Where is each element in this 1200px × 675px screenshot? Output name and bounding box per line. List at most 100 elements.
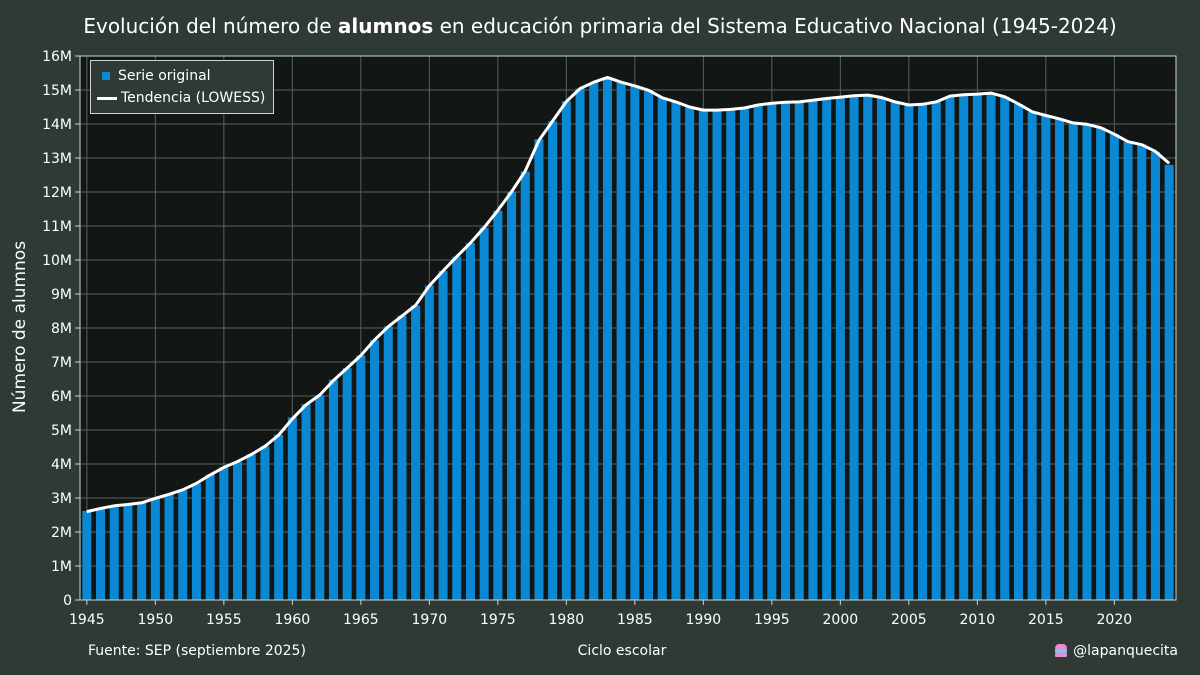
x-tick-label: 1990 xyxy=(686,612,722,628)
x-tick-label: 1955 xyxy=(206,612,242,628)
bar xyxy=(671,101,681,601)
bar xyxy=(109,505,119,600)
bar xyxy=(452,256,462,600)
bar xyxy=(959,95,969,600)
bar xyxy=(1013,103,1023,600)
x-tick-label: 1995 xyxy=(754,612,790,628)
bar xyxy=(1000,96,1010,601)
bar xyxy=(96,508,106,600)
bar xyxy=(1027,112,1037,600)
bar xyxy=(1109,134,1119,600)
bar xyxy=(1137,144,1147,600)
bar xyxy=(1068,122,1078,600)
x-tick-label: 2015 xyxy=(1028,612,1064,628)
bar xyxy=(657,97,667,600)
bar xyxy=(150,498,160,600)
bar xyxy=(794,101,804,601)
bar xyxy=(438,270,448,600)
bar xyxy=(424,285,434,600)
bar xyxy=(479,227,489,600)
legend-line-swatch xyxy=(97,96,117,100)
bar xyxy=(287,417,297,600)
bar xyxy=(726,109,736,600)
bar xyxy=(301,404,311,600)
bar xyxy=(1082,124,1092,600)
y-tick-label: 3M xyxy=(51,491,72,507)
bar xyxy=(383,326,393,600)
legend-entry-trend: Tendencia (LOWESS) xyxy=(97,89,265,107)
x-tick-label: 1975 xyxy=(480,612,516,628)
bar xyxy=(808,100,818,600)
bar xyxy=(493,210,503,600)
y-tick-label: 10M xyxy=(42,253,72,269)
y-tick-label: 2M xyxy=(51,525,72,541)
x-axis: 1945 1950 1955 1960 1965 1970 1975 1980 1985 1990… xyxy=(69,600,1132,628)
x-tick-label: 2005 xyxy=(891,612,927,628)
bar xyxy=(972,93,982,601)
bar xyxy=(342,368,352,600)
bar xyxy=(507,192,517,600)
trend-line xyxy=(86,75,1171,514)
author-handle: @lapanquecita xyxy=(1055,643,1178,659)
bar xyxy=(849,96,859,601)
bar xyxy=(986,93,996,600)
y-tick-label: 11M xyxy=(42,219,72,235)
x-tick-label: 2020 xyxy=(1097,612,1133,628)
bar xyxy=(890,101,900,601)
cupcake-icon xyxy=(1055,644,1068,658)
bar xyxy=(205,474,215,600)
bar xyxy=(575,88,585,600)
legend-bar-swatch xyxy=(102,72,110,80)
y-tick-label: 7M xyxy=(51,355,72,371)
y-tick-label: 15M xyxy=(42,83,72,99)
y-tick-label: 5M xyxy=(51,423,72,439)
bar xyxy=(685,107,695,600)
bar xyxy=(1055,118,1065,601)
bar xyxy=(1123,141,1133,600)
bar xyxy=(548,121,558,600)
bar xyxy=(644,90,654,600)
bar xyxy=(876,97,886,600)
bar xyxy=(123,504,133,600)
bar xyxy=(1096,127,1106,601)
bar xyxy=(233,461,243,600)
y-tick-label: 9M xyxy=(51,287,72,303)
chart-title: Evolución del número de alumnos en educa… xyxy=(83,14,1117,38)
bar xyxy=(219,467,229,600)
y-axis: 0 1M 2M 3M 4M 5M 6M 7M 8M 9M 10M 11M 12M 13M 14M 15M 16M xyxy=(42,49,80,609)
bar xyxy=(945,96,955,601)
bar xyxy=(616,82,626,601)
x-tick-label: 2010 xyxy=(960,612,996,628)
y-tick-label: 1M xyxy=(51,559,72,575)
bar xyxy=(164,494,174,600)
y-tick-label: 4M xyxy=(51,457,72,473)
bars xyxy=(82,77,1174,601)
bar xyxy=(178,490,188,600)
bar xyxy=(82,510,92,600)
bar xyxy=(561,101,571,600)
y-tick-label: 6M xyxy=(51,389,72,405)
legend: Serie original Tendencia (LOWESS) xyxy=(90,60,274,114)
bar xyxy=(822,98,832,600)
bar xyxy=(931,101,941,601)
x-tick-label: 2000 xyxy=(823,612,859,628)
y-tick-label: 14M xyxy=(42,117,72,133)
bar xyxy=(411,305,421,600)
bar xyxy=(698,110,708,601)
y-tick-label: 0 xyxy=(63,593,72,609)
bar xyxy=(835,97,845,600)
x-tick-label: 1985 xyxy=(617,612,653,628)
bar xyxy=(246,454,256,600)
bar xyxy=(274,434,284,600)
bar xyxy=(630,85,640,601)
y-axis-label: Número de alumnos xyxy=(10,240,30,414)
y-tick-label: 12M xyxy=(42,185,72,201)
y-tick-label: 13M xyxy=(42,151,72,167)
bar xyxy=(918,104,928,600)
x-tick-label: 1970 xyxy=(412,612,448,628)
y-tick-label: 16M xyxy=(42,49,72,65)
bar xyxy=(739,108,749,601)
bar xyxy=(356,355,366,600)
bar xyxy=(520,171,530,600)
